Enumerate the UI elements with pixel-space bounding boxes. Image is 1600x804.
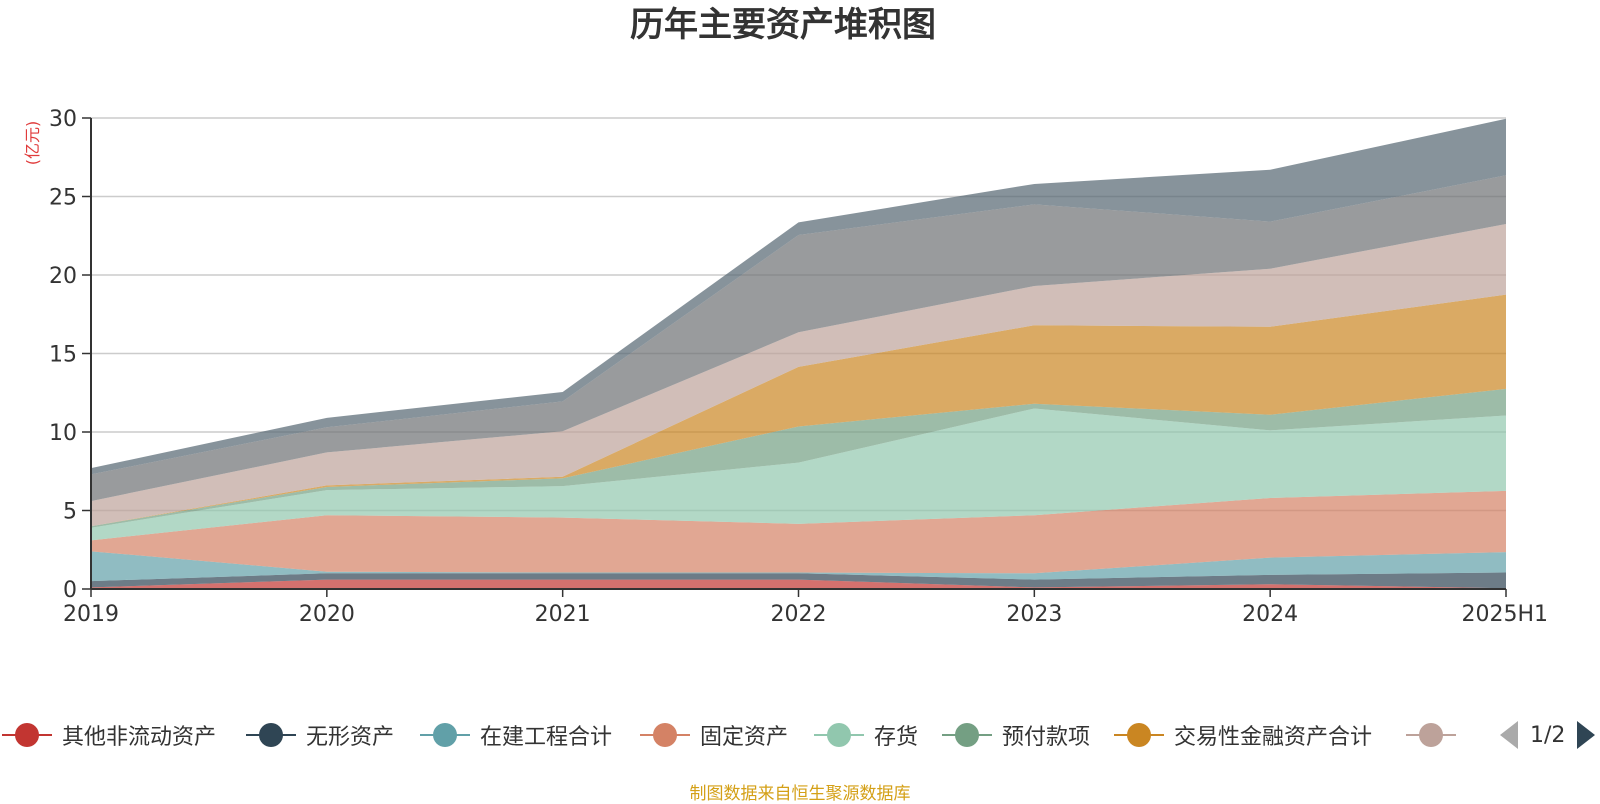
legend-marker-icon [420,715,470,755]
x-tick-label: 2025H1 [1461,602,1548,627]
x-tick-label: 2023 [1006,602,1062,627]
legend-label: 预付款项 [1002,725,1091,750]
source-note: 制图数据来自恒生聚源数据库 [689,784,911,804]
y-tick-label: 30 [49,107,77,132]
x-tick-label: 2019 [63,602,119,627]
legend-prev-icon[interactable] [1500,721,1518,749]
area-series-9 [91,118,1506,475]
legend-marker-icon [246,715,296,755]
legend-label: 无形资产 [306,725,395,750]
legend-label: 固定资产 [700,725,789,750]
legend-label: 交易性金融资产合计 [1174,725,1373,750]
y-axis-unit: (亿元) [23,121,42,166]
legend-marker-icon [640,715,690,755]
area-series-6 [91,294,1506,527]
legend: 其他非流动资产 无形资产 在建工程合计 固定资产 存货 预付款项 交易性金融资产合计 [0,715,1600,755]
legend-label: 存货 [874,725,919,750]
legend-marker-icon [1114,715,1164,755]
legend-item[interactable]: 预付款项 [942,715,1090,755]
legend-item[interactable]: 其他非流动资产 [2,715,216,755]
area-series-0 [91,579,1506,589]
y-tick-label: 5 [63,500,77,525]
legend-item[interactable]: 无形资产 [246,715,394,755]
legend-pager: 1/2 [1500,715,1596,755]
axes: 0 5 10 15 20 25 30 2019 2020 2021 2022 2023 2024 2025… [49,107,1548,627]
area-series-4 [91,408,1506,541]
y-tick-label: 20 [49,264,77,289]
legend-next-icon[interactable] [1577,721,1596,749]
x-tick-label: 2021 [535,602,591,627]
legend-marker-icon [2,715,52,755]
legend-page-indicator: 1/2 [1530,722,1566,748]
area-series-3 [91,490,1506,574]
x-tick-label: 2020 [299,602,355,627]
x-tick-label: 2024 [1242,602,1298,627]
y-tick-label: 10 [49,421,77,446]
y-tick-label: 25 [49,186,77,211]
area-series-5 [91,388,1506,528]
legend-marker-icon [814,715,864,755]
legend-item[interactable]: 存货 [814,715,918,755]
legend-item[interactable]: 交易性金融资产合计 [1114,715,1372,755]
area-series-1 [91,572,1506,589]
legend-item[interactable] [1406,715,1456,755]
area-series-2 [91,551,1506,582]
legend-item[interactable]: 固定资产 [640,715,788,755]
legend-marker-icon [942,715,992,755]
area-series-7 [91,223,1506,527]
x-tick-label: 2022 [771,602,827,627]
legend-marker-icon [1406,715,1456,755]
chart-title: 历年主要资产堆积图 [630,5,936,45]
area-series [91,118,1506,589]
legend-label: 在建工程合计 [480,725,613,750]
y-tick-label: 15 [49,343,77,368]
legend-item[interactable]: 在建工程合计 [420,715,612,755]
y-tick-label: 0 [63,578,77,603]
legend-label: 其他非流动资产 [62,725,217,750]
area-series-8 [91,175,1506,502]
